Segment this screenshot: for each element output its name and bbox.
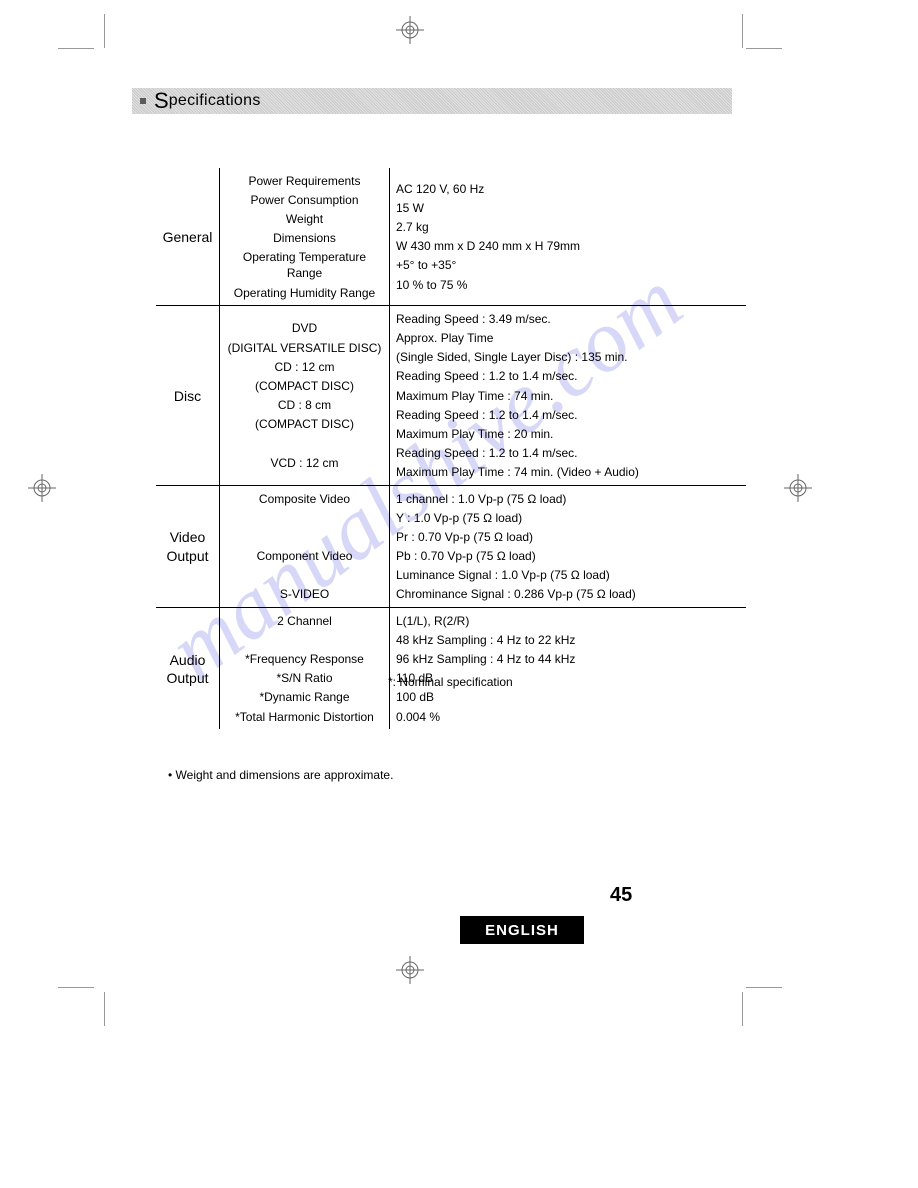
spec-label: CD : 12 cm [224,357,385,376]
dotted-header-line: · · · · · · · · ·· ·· ·· ········ ······… [110,14,560,17]
spec-value: Approx. Play Time [396,329,740,348]
spec-value: 100 dB [396,688,740,707]
value-cell: L(1/L), R(2/R)48 kHz Sampling : 4 Hz to … [390,608,746,729]
spec-section: GeneralPower RequirementsPower Consumpti… [156,168,746,306]
spec-label: Power Requirements [224,171,385,190]
category-cell: VideoOutput [156,486,220,607]
crop-mark [742,14,743,48]
crop-mark [746,48,782,49]
registration-mark-icon [396,16,424,44]
spec-value: Luminance Signal : 1.0 Vp-p (75 Ω load) [396,566,740,585]
spec-label: Composite Video [224,489,385,508]
spec-value: Reading Speed : 1.2 to 1.4 m/sec. [396,444,740,463]
registration-mark-icon [396,956,424,984]
spec-label: *Dynamic Range [224,688,385,707]
crop-mark [746,987,782,988]
spec-value: 48 kHz Sampling : 4 Hz to 22 kHz [396,630,740,649]
spec-value: 1 channel : 1.0 Vp-p (75 Ω load) [396,489,740,508]
specifications-table: GeneralPower RequirementsPower Consumpti… [156,168,746,729]
spec-label: DVD [224,319,385,338]
spec-value: 0.004 % [396,707,740,726]
label-cell: 2 Channel *Frequency Response*S/N Ratio*… [220,608,390,729]
spec-value: 2.7 kg [396,217,740,236]
spec-section: DiscDVD(DIGITAL VERSATILE DISC)CD : 12 c… [156,306,746,486]
category-cell: Disc [156,306,220,485]
footnote-weight: • Weight and dimensions are approximate. [168,768,393,782]
crop-mark [58,987,94,988]
label-cell: Composite Video Component Video S-VIDEO [220,486,390,607]
registration-mark-icon [784,474,812,502]
crop-mark [742,992,743,1026]
value-cell: Reading Speed : 3.49 m/sec.Approx. Play … [390,306,746,485]
title-initial: S [154,88,169,114]
spec-value: Chrominance Signal : 0.286 Vp-p (75 Ω lo… [396,585,740,604]
spec-label [224,508,385,527]
spec-label: Dimensions [224,229,385,248]
spec-value: AC 120 V, 60 Hz [396,179,740,198]
label-cell: DVD(DIGITAL VERSATILE DISC)CD : 12 cm(CO… [220,306,390,485]
spec-value: Reading Speed : 1.2 to 1.4 m/sec. [396,367,740,386]
spec-value: (Single Sided, Single Layer Disc) : 135 … [396,348,740,367]
spec-value: +5° to +35° [396,256,740,275]
spec-label: S-VIDEO [224,585,385,604]
spec-label [224,527,385,546]
spec-label [224,566,385,585]
spec-value: Reading Speed : 3.49 m/sec. [396,309,740,328]
crop-mark [58,48,94,49]
spec-value: Reading Speed : 1.2 to 1.4 m/sec. [396,405,740,424]
spec-label: (DIGITAL VERSATILE DISC) [224,338,385,357]
value-cell: AC 120 V, 60 Hz15 W2.7 kgW 430 mm x D 24… [390,168,746,305]
spec-section: VideoOutputComposite Video Component Vid… [156,486,746,608]
spec-label: Operating Humidity Range [224,283,385,302]
crop-mark [104,14,105,48]
spec-label: Weight [224,209,385,228]
category-cell: General [156,168,220,305]
spec-value: 10 % to 75 % [396,275,740,294]
spec-value: W 430 mm x D 240 mm x H 79mm [396,237,740,256]
spec-value: Maximum Play Time : 74 min. (Video + Aud… [396,463,740,482]
spec-label: (COMPACT DISC) [224,415,385,434]
spec-label: CD : 8 cm [224,396,385,415]
page-number: 45 [610,884,632,907]
spec-value: 15 W [396,198,740,217]
category-cell: AudioOutput [156,608,220,729]
spec-value: Pr : 0.70 Vp-p (75 Ω load) [396,527,740,546]
spec-label: *S/N Ratio [224,669,385,688]
spec-value: Y : 1.0 Vp-p (75 Ω load) [396,508,740,527]
spec-label: *Frequency Response [224,650,385,669]
spec-label: Power Consumption [224,190,385,209]
spec-label [224,434,385,453]
language-badge: ENGLISH [460,916,584,944]
spec-label: (COMPACT DISC) [224,376,385,395]
spec-label: VCD : 12 cm [224,453,385,472]
footnote-nominal: *: Nominal specification [388,675,513,689]
value-cell: 1 channel : 1.0 Vp-p (75 Ω load)Y : 1.0 … [390,486,746,607]
title-bar: Specifications [132,88,732,114]
label-cell: Power RequirementsPower ConsumptionWeigh… [220,168,390,305]
spec-label: Operating Temperature Range [224,248,385,283]
spec-label: Component Video [224,547,385,566]
spec-value: L(1/L), R(2/R) [396,611,740,630]
spec-value: Maximum Play Time : 74 min. [396,386,740,405]
spec-section: AudioOutput2 Channel *Frequency Response… [156,608,746,729]
title-text: pecifications [169,92,261,110]
spec-value: Pb : 0.70 Vp-p (75 Ω load) [396,547,740,566]
spec-value: Maximum Play Time : 20 min. [396,424,740,443]
crop-mark [104,992,105,1026]
spec-label: 2 Channel [224,611,385,630]
spec-label: *Total Harmonic Distortion [224,707,385,726]
spec-value: 96 kHz Sampling : 4 Hz to 44 kHz [396,650,740,669]
title-bullet-icon [140,98,146,104]
registration-mark-icon [28,474,56,502]
spec-label [224,630,385,649]
